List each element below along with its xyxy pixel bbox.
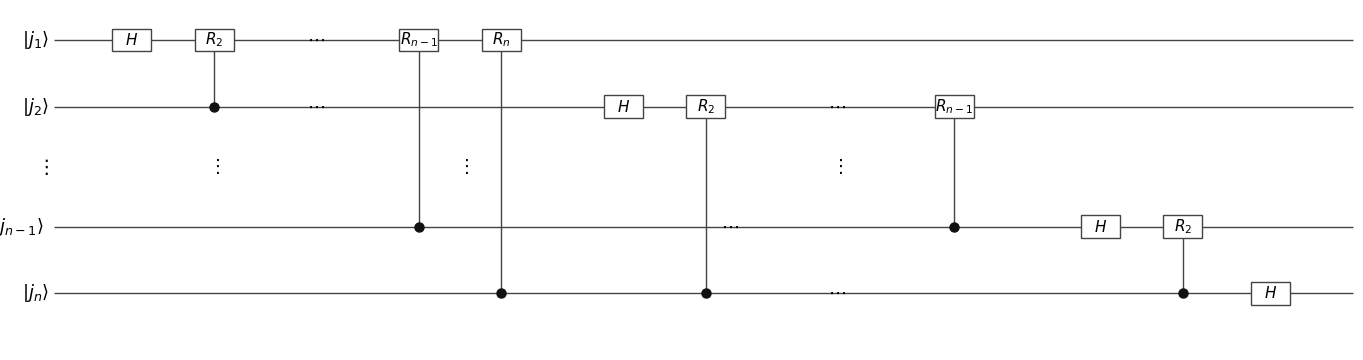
FancyBboxPatch shape [1081,215,1119,238]
Text: $R_2$: $R_2$ [1174,217,1193,236]
Text: $H$: $H$ [616,99,630,115]
Text: $\cdots$: $\cdots$ [308,98,326,116]
Text: $|j_n\rangle$: $|j_n\rangle$ [22,282,49,304]
Text: $R_2$: $R_2$ [204,31,224,49]
Text: $\vdots$: $\vdots$ [209,157,219,176]
Text: $\vdots$: $\vdots$ [457,157,469,176]
FancyBboxPatch shape [687,95,725,118]
Text: $\vdots$: $\vdots$ [831,157,844,176]
FancyBboxPatch shape [1164,215,1202,238]
Text: $\cdots$: $\cdots$ [829,284,846,302]
Text: $H$: $H$ [1264,285,1277,301]
Text: $\cdots$: $\cdots$ [829,98,846,116]
Text: $R_{n-1}$: $R_{n-1}$ [935,97,973,116]
FancyBboxPatch shape [112,29,151,51]
Text: $\vdots$: $\vdots$ [35,157,49,177]
Text: $|j_1\rangle$: $|j_1\rangle$ [22,29,49,51]
Text: $\cdots$: $\cdots$ [308,31,326,49]
Text: $\cdots$: $\cdots$ [721,218,739,236]
FancyBboxPatch shape [1251,282,1289,305]
Text: $j_{n-1}\rangle$: $j_{n-1}\rangle$ [0,216,44,238]
Text: $R_2$: $R_2$ [696,97,716,116]
FancyBboxPatch shape [399,29,438,51]
FancyBboxPatch shape [483,29,521,51]
Text: $R_{n-1}$: $R_{n-1}$ [399,31,438,49]
FancyBboxPatch shape [604,95,642,118]
Text: $R_n$: $R_n$ [492,31,511,49]
Text: $H$: $H$ [1093,219,1107,235]
Text: $|j_2\rangle$: $|j_2\rangle$ [22,96,49,118]
FancyBboxPatch shape [195,29,233,51]
Text: $H$: $H$ [125,32,138,48]
FancyBboxPatch shape [935,95,973,118]
